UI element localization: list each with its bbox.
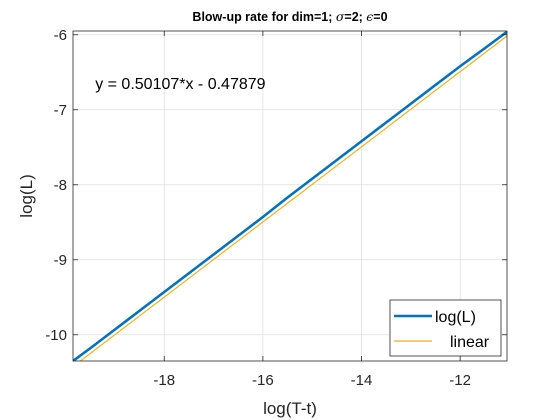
legend: log(L) linear [389, 299, 502, 357]
y-tick-label-neg7: -7 [54, 102, 67, 119]
x-tick-label-neg12: -12 [449, 372, 471, 389]
title-sigma-value: =2; [344, 10, 366, 24]
title-prefix: Blow-up rate for dim=1; [192, 10, 335, 24]
fit-equation-annotation: y = 0.50107*x - 0.47879 [95, 76, 265, 93]
series-line-linear [79, 35, 507, 361]
legend-box [389, 299, 502, 357]
x-tick-label-neg18: -18 [153, 372, 175, 389]
legend-label-log-l: log(L) [435, 309, 476, 326]
ticks: -18 -16 -14 -12 -10 -9 -8 -7 -6 [45, 27, 507, 389]
y-axis-label: log(L) [17, 174, 36, 217]
y-tick-label-neg8: -8 [54, 177, 67, 194]
x-axis-label: log(T-t) [263, 399, 317, 418]
y-tick-label-neg6: -6 [54, 27, 67, 44]
y-tick-label-neg10: -10 [45, 327, 67, 344]
x-tick-label-neg14: -14 [351, 372, 373, 389]
title-epsilon-value: =0 [373, 10, 387, 24]
series-line-log-l [73, 31, 507, 361]
y-tick-label-neg9: -9 [54, 252, 67, 269]
x-tick-label-neg16: -16 [252, 372, 274, 389]
title-epsilon: ϵ [366, 9, 373, 24]
legend-label-linear: linear [450, 334, 490, 351]
chart-title: Blow-up rate for dim=1; σ=2; ϵ=0 [192, 9, 387, 24]
title-sigma: σ [336, 9, 345, 24]
series-layer [73, 31, 507, 361]
axes-box [72, 30, 508, 362]
